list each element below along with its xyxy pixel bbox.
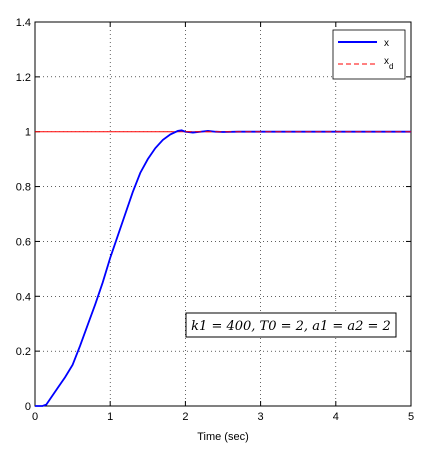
- y-tick-label: 0: [25, 401, 31, 413]
- y-tick-label: 0.4: [16, 291, 31, 303]
- x-tick-label: 1: [107, 411, 113, 423]
- x-tick-label: 4: [333, 411, 339, 423]
- x-tick-label: 2: [182, 411, 188, 423]
- y-tick-label: 0.8: [16, 182, 31, 194]
- x-tick-label: 3: [258, 411, 264, 423]
- legend-box: [332, 29, 406, 80]
- annotation: k1 = 400, T0 = 2, a1 = a2 = 2: [185, 312, 397, 338]
- legend-label-xd: xd: [384, 56, 393, 71]
- series-group: [35, 129, 411, 407]
- plot-area: [34, 21, 412, 407]
- y-tick-label: 1: [25, 127, 31, 139]
- x-tick-label: 0: [32, 411, 38, 423]
- y-tick-label: 0.6: [16, 236, 31, 248]
- y-tick-label: 1.2: [16, 72, 31, 84]
- annotation-box: [185, 312, 397, 338]
- x-tick-label: 5: [408, 411, 414, 423]
- y-tick-label: 1.4: [16, 17, 31, 29]
- legend-label-x: x: [384, 38, 389, 49]
- y-tick-label: 0.2: [16, 346, 31, 358]
- annotation-text: k1 = 400, T0 = 2, a1 = a2 = 2: [191, 319, 391, 334]
- legend: x xd: [332, 29, 406, 80]
- x-axis-label: Time (sec): [197, 431, 249, 443]
